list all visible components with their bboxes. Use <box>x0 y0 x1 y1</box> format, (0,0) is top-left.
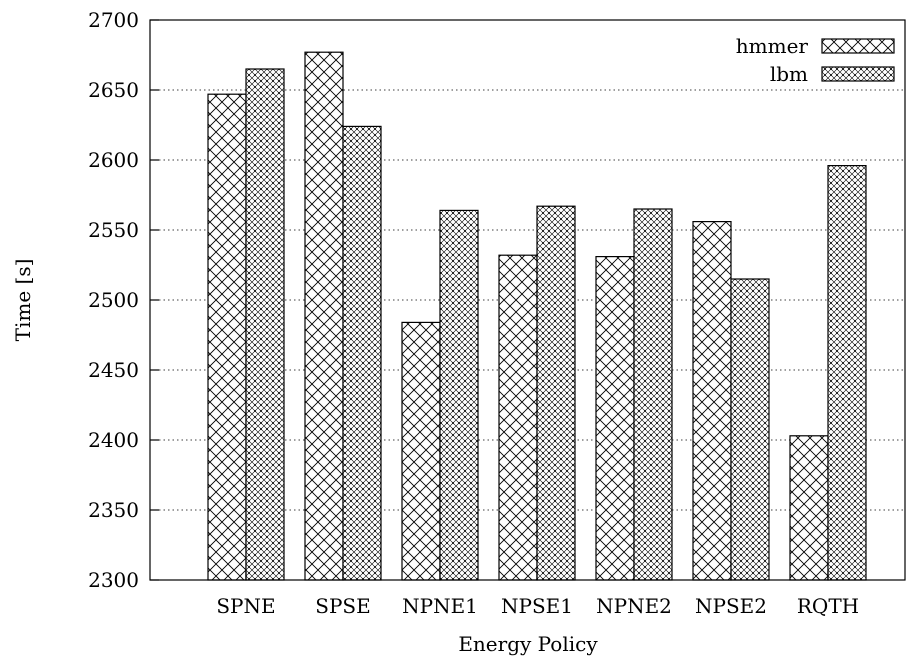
x-tick-label: NPSE2 <box>695 594 767 618</box>
legend-swatch-lbm <box>821 66 895 82</box>
bar-hmmer-spne <box>207 93 247 581</box>
x-tick-label: NPNE2 <box>596 594 672 618</box>
legend-swatch-hmmer <box>821 38 895 54</box>
bar-lbm-npse2 <box>730 278 770 581</box>
bar-lbm-npse1 <box>536 205 576 581</box>
x-axis-title: Energy Policy <box>458 632 598 656</box>
bar-lbm-spne <box>245 68 285 581</box>
y-tick-label: 2650 <box>88 78 139 102</box>
bar-lbm-npne1 <box>439 209 479 581</box>
y-tick-label: 2300 <box>88 568 139 592</box>
x-tick-label: SPNE <box>216 594 275 618</box>
bar-hmmer-npne1 <box>401 321 441 581</box>
y-tick-label: 2400 <box>88 428 139 452</box>
bar-hmmer-npse1 <box>498 254 538 581</box>
y-tick-label: 2500 <box>88 288 139 312</box>
x-tick-label: RQTH <box>797 594 859 618</box>
legend-label-lbm: lbm <box>770 62 808 86</box>
x-tick-label: SPSE <box>315 594 370 618</box>
bar-hmmer-rqth <box>789 435 829 581</box>
legend-label-hmmer: hmmer <box>736 34 809 58</box>
x-tick-label: NPNE1 <box>402 594 478 618</box>
bar-lbm-npne2 <box>633 208 673 581</box>
y-tick-label: 2600 <box>88 148 139 172</box>
legend: hmmer lbm <box>736 34 895 86</box>
bar-lbm-rqth <box>827 165 867 581</box>
axis-ticks: 2300 2350 2400 2450 2500 2550 2600 2650 2700 SPNE… <box>88 8 859 618</box>
y-tick-label: 2350 <box>88 498 139 522</box>
y-tick-label: 2550 <box>88 218 139 242</box>
y-axis-title: Time [s] <box>11 259 35 342</box>
y-tick-label: 2700 <box>88 8 139 32</box>
bar-lbm-spse <box>342 125 382 581</box>
bars <box>207 51 867 581</box>
bar-hmmer-npse2 <box>692 221 732 581</box>
bar-hmmer-npne2 <box>595 256 635 581</box>
x-tick-label: NPSE1 <box>501 594 573 618</box>
bar-hmmer-spse <box>304 51 344 581</box>
y-tick-label: 2450 <box>88 358 139 382</box>
